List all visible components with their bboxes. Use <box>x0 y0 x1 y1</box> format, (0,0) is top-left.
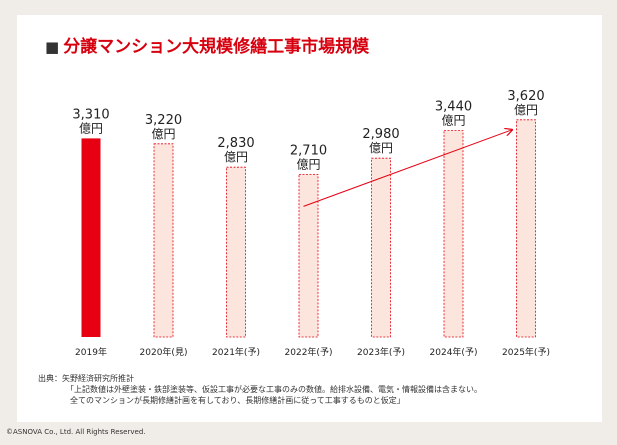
unit-label-6: 億円 <box>514 103 538 117</box>
category-label-3: 2022年(予) <box>285 346 333 358</box>
bar-4 <box>371 157 391 338</box>
copyright: ©ASNOVA Co., Ltd. All Rights Reserved. <box>6 428 146 436</box>
chart-title: ■ 分譲マンション大規模修繕工事市場規模 <box>45 36 369 58</box>
unit-label-2: 億円 <box>224 150 248 164</box>
bar-2 <box>226 166 246 338</box>
value-label-1: 3,220 <box>145 113 182 128</box>
unit-label-4: 億円 <box>369 141 393 155</box>
title-square-marker: ■ <box>45 38 60 56</box>
value-label-4: 2,980 <box>362 127 399 142</box>
bar-0 <box>81 138 101 337</box>
value-label-6: 3,620 <box>507 89 544 104</box>
value-label-5: 3,440 <box>435 100 472 115</box>
category-label-1: 2020年(見) <box>140 346 188 358</box>
bar-6 <box>516 119 536 338</box>
category-label-6: 2025年(予) <box>502 346 550 358</box>
bar-1 <box>153 143 174 338</box>
category-label-0: 2019年 <box>75 346 107 358</box>
bar-5 <box>443 130 464 338</box>
category-label-5: 2024年(予) <box>430 346 478 358</box>
value-label-2: 2,830 <box>217 136 254 151</box>
category-label-4: 2023年(予) <box>357 346 405 358</box>
title-text: 分譲マンション大規模修繕工事市場規模 <box>63 37 370 57</box>
source-note: 出典：矢野経済研究所推計 <box>38 374 134 383</box>
chart-notes: 出典：矢野経済研究所推計 「上記数値は外壁塗装・鉄部塗装等、仮設工事が必要な工事… <box>38 373 598 406</box>
unit-label-5: 億円 <box>441 114 465 128</box>
unit-label-3: 億円 <box>296 157 320 171</box>
value-label-3: 2,710 <box>290 143 327 158</box>
note-line-1: 「上記数値は外壁塗装・鉄部塗装等、仮設工事が必要な工事のみの数値。給排水設備、電… <box>66 385 482 394</box>
unit-label-1: 億円 <box>151 127 175 141</box>
bar-3 <box>298 173 319 338</box>
category-label-2: 2021年(予) <box>212 346 260 358</box>
value-label-0: 3,310 <box>72 107 109 122</box>
unit-label-0: 億円 <box>79 121 103 135</box>
trend-arrow <box>303 130 513 207</box>
note-line-2: 全てのマンションが長期修繕計画を有しており、長期修繕計画に従って工事するものと仮… <box>70 396 405 405</box>
